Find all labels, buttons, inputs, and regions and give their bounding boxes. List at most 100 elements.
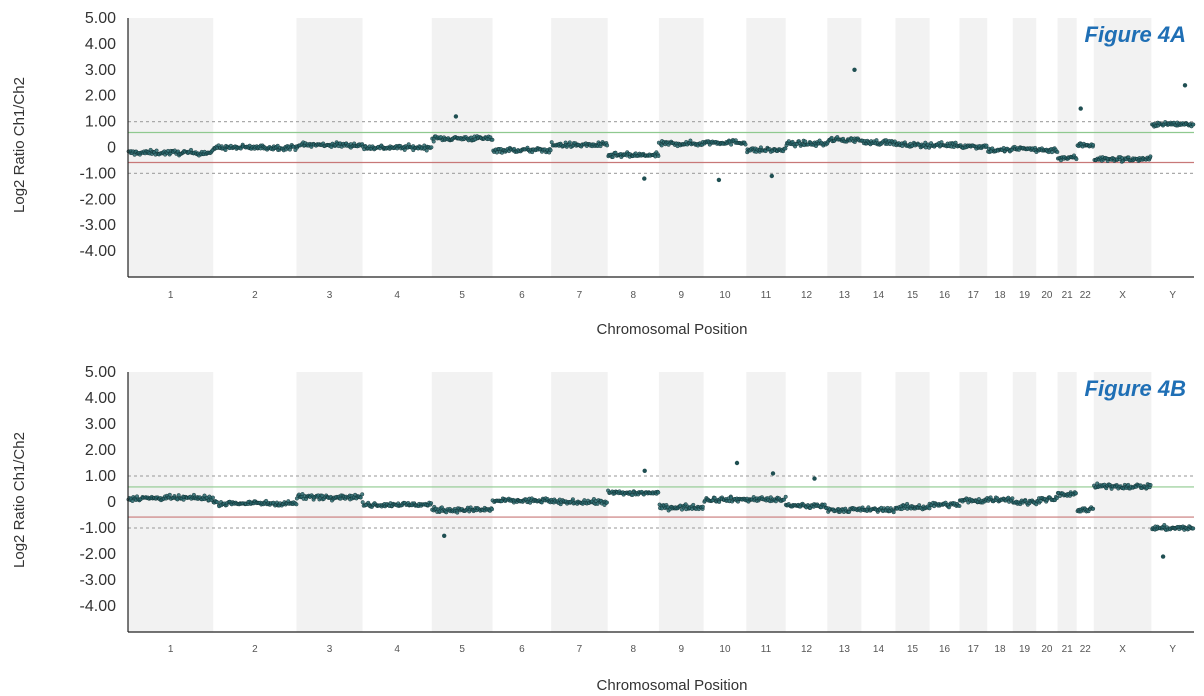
figure-4b-title: Figure 4B <box>1085 376 1187 401</box>
chromosome-band-1 <box>128 372 214 632</box>
x-tick-label: 9 <box>678 290 684 301</box>
data-point <box>1191 526 1196 531</box>
x-tick-label: 18 <box>994 644 1006 655</box>
x-tick-label: 1 <box>168 644 174 655</box>
data-point <box>1091 142 1096 147</box>
y-tick-label: 1.00 <box>85 468 116 485</box>
x-tick-label: 5 <box>459 644 465 655</box>
x-tick-label: 10 <box>719 644 731 655</box>
data-point <box>1054 496 1059 501</box>
outlier-point <box>442 533 447 538</box>
data-point <box>829 135 834 140</box>
x-tick-label: 3 <box>327 644 333 655</box>
x-tick-label: X <box>1119 644 1126 655</box>
y-tick-label: 4.00 <box>85 390 116 407</box>
data-point <box>1148 154 1153 159</box>
data-point <box>1191 122 1196 127</box>
x-tick-label: 17 <box>968 644 980 655</box>
data-point <box>223 147 228 152</box>
data-point <box>717 499 722 504</box>
x-tick-label: 3 <box>327 290 333 301</box>
outlier-point <box>642 176 647 181</box>
x-tick-label: 8 <box>631 290 637 301</box>
x-tick-label: 16 <box>939 290 951 301</box>
x-tick-label: 22 <box>1080 290 1092 301</box>
x-tick-label: 5 <box>459 290 465 301</box>
x-tick-label: 9 <box>678 644 684 655</box>
figure-4a-panel: 5.00 4.00 3.00 2.00 1.00 0 -1.00 -2.00 -3.00 -4.0… <box>11 10 1196 338</box>
y-tick-label: -3.00 <box>80 217 117 234</box>
data-point <box>1049 150 1054 155</box>
data-point <box>429 145 434 150</box>
x-tick-label: 7 <box>577 644 583 655</box>
data-point <box>743 142 748 147</box>
data-point <box>294 502 299 507</box>
y-tick-label: 0 <box>107 494 116 511</box>
data-point <box>154 148 159 153</box>
outlier-point <box>453 114 459 119</box>
x-tick-label: X <box>1119 290 1126 301</box>
chromosome-band-5 <box>431 18 493 277</box>
outlier-point <box>716 177 722 183</box>
data-point <box>490 137 495 142</box>
data-point <box>947 505 952 510</box>
data-point <box>402 147 407 152</box>
figure-4a-ylabel: Log2 Ratio Ch1/Ch2 <box>11 77 28 213</box>
data-point <box>1073 491 1078 496</box>
x-tick-label: 4 <box>394 644 400 655</box>
y-tick-label: -1.00 <box>80 520 117 537</box>
x-tick-label: 20 <box>1041 644 1053 655</box>
x-tick-label: 4 <box>394 290 400 301</box>
data-point <box>729 142 734 147</box>
x-tick-label: Y <box>1169 290 1176 301</box>
x-tick-label: 8 <box>631 644 637 655</box>
figure-4a-title: Figure 4A <box>1085 22 1186 47</box>
data-point <box>700 504 705 509</box>
outlier-point <box>642 468 647 473</box>
x-tick-label: 22 <box>1080 644 1092 655</box>
data-point <box>984 143 989 148</box>
x-tick-label: 14 <box>873 290 885 301</box>
y-tick-label: -2.00 <box>80 546 117 563</box>
data-point <box>1162 523 1167 528</box>
chromosome-band-5 <box>431 372 493 632</box>
y-tick-label: 2.00 <box>85 88 116 105</box>
x-tick-label: 11 <box>761 644 772 655</box>
x-tick-label: 18 <box>994 290 1006 301</box>
y-tick-label: -4.00 <box>80 598 117 615</box>
outlier-point <box>852 67 857 73</box>
x-tick-label: 12 <box>801 290 813 301</box>
y-tick-label: -1.00 <box>80 165 117 182</box>
y-tick-label: 2.00 <box>85 442 116 459</box>
y-tick-label: 0 <box>107 140 116 157</box>
y-tick-label: 3.00 <box>85 62 116 79</box>
y-tick-label: -2.00 <box>80 191 117 208</box>
x-tick-label: 17 <box>968 290 980 301</box>
data-point <box>358 495 363 500</box>
x-tick-label: 2 <box>252 644 258 655</box>
y-tick-label: 3.00 <box>85 416 116 433</box>
chromosome-band-15 <box>895 372 930 632</box>
data-point <box>1148 483 1153 488</box>
data-point <box>360 492 365 497</box>
x-tick-label: 13 <box>839 644 851 655</box>
y-tick-label: 5.00 <box>85 364 116 381</box>
y-tick-label: -3.00 <box>80 572 117 589</box>
plot-area: 5.00 4.00 3.00 2.00 1.00 0 -1.00 -2.00 -3.00 -4.0… <box>80 10 1196 301</box>
x-tick-label: 21 <box>1062 644 1074 655</box>
figure-4b-ylabel: Log2 Ratio Ch1/Ch2 <box>11 432 28 568</box>
data-point <box>548 148 553 153</box>
x-tick-label: Y <box>1169 644 1176 655</box>
data-point <box>210 495 215 500</box>
chromosome-band-3 <box>296 372 363 632</box>
data-point <box>490 507 495 512</box>
data-point <box>1010 496 1015 501</box>
x-tick-label: 6 <box>519 644 525 655</box>
data-point <box>455 510 460 515</box>
x-tick-label: 7 <box>577 290 583 301</box>
figure-4a-xlabel: Chromosomal Position <box>597 321 748 338</box>
outlier-point <box>770 471 776 476</box>
x-tick-label: 15 <box>907 644 919 655</box>
chromosome-band-9 <box>658 18 704 277</box>
